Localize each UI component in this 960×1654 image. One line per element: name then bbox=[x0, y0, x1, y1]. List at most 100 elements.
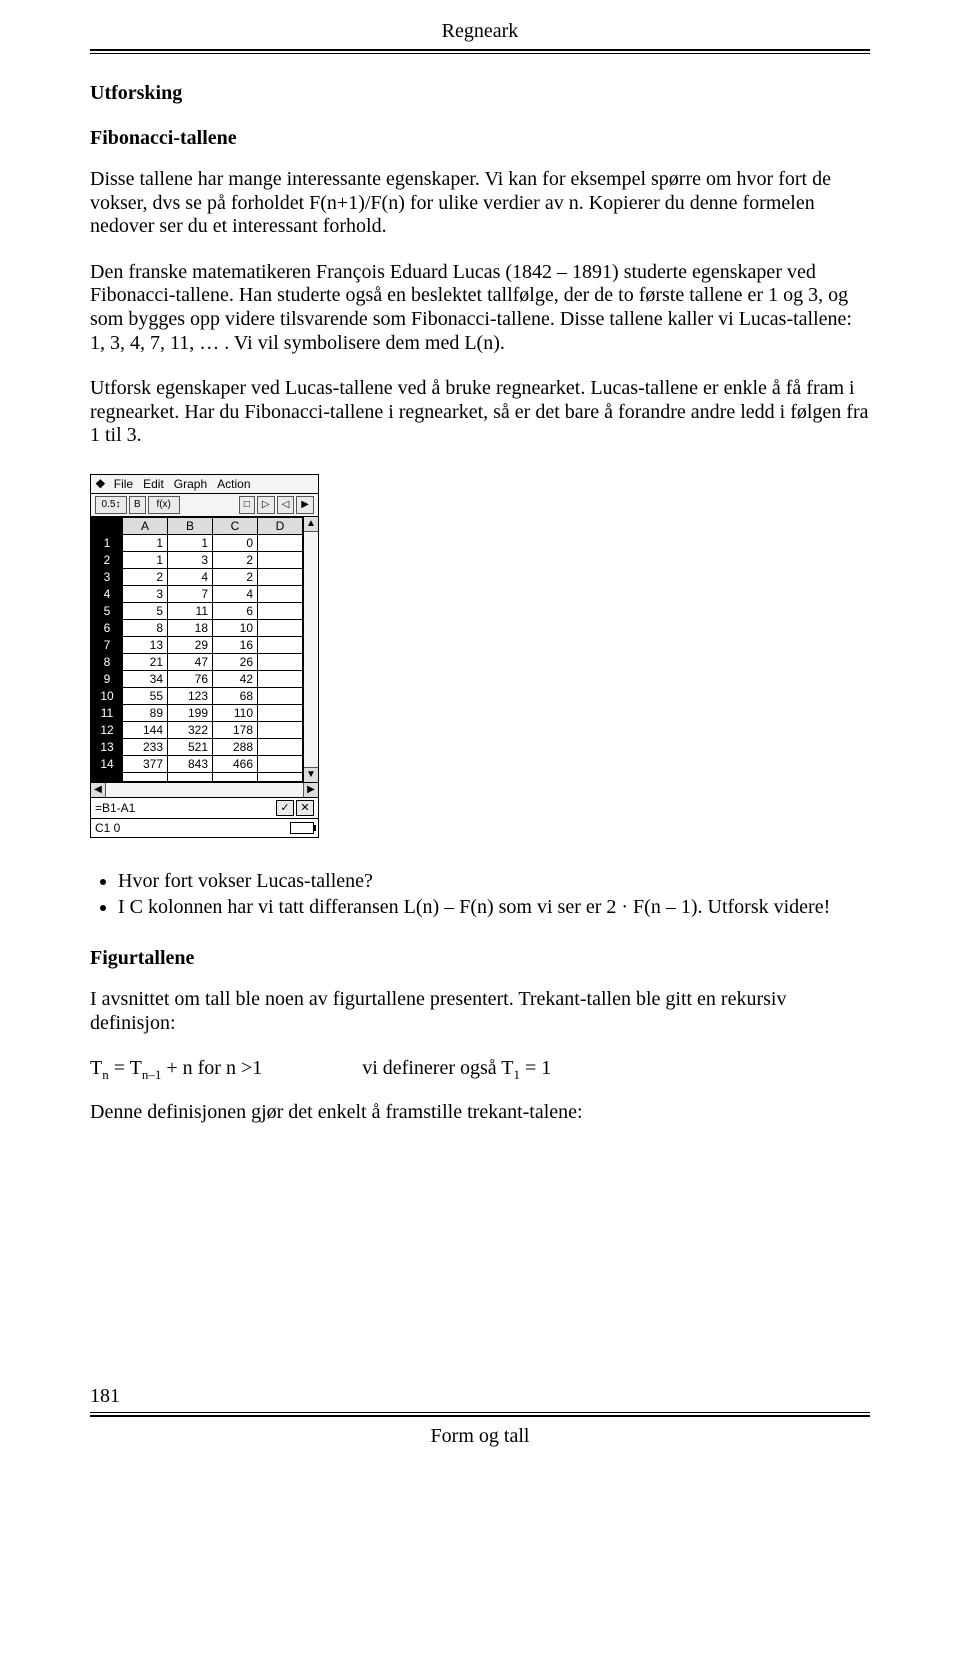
cell[interactable] bbox=[258, 551, 303, 568]
cell[interactable]: 199 bbox=[168, 704, 213, 721]
cell[interactable]: 843 bbox=[168, 755, 213, 772]
toolbar-btn-a[interactable]: □ bbox=[239, 496, 255, 514]
cell[interactable] bbox=[258, 619, 303, 636]
cell[interactable]: 11 bbox=[168, 602, 213, 619]
cell[interactable] bbox=[258, 585, 303, 602]
cell[interactable]: 7 bbox=[168, 585, 213, 602]
row-header[interactable]: 13 bbox=[92, 738, 123, 755]
cell[interactable] bbox=[258, 602, 303, 619]
cell[interactable]: 288 bbox=[213, 738, 258, 755]
cell[interactable]: 21 bbox=[123, 653, 168, 670]
cell[interactable]: 68 bbox=[213, 687, 258, 704]
cell[interactable] bbox=[213, 772, 258, 781]
cell[interactable]: 55 bbox=[123, 687, 168, 704]
menu-edit[interactable]: Edit bbox=[141, 477, 166, 491]
toolbar-fx-button[interactable]: f(x) bbox=[148, 496, 180, 514]
row-header[interactable]: 11 bbox=[92, 704, 123, 721]
row-header[interactable]: 9 bbox=[92, 670, 123, 687]
cell[interactable]: 5 bbox=[123, 602, 168, 619]
cell[interactable]: 110 bbox=[213, 704, 258, 721]
cell[interactable]: 2 bbox=[213, 568, 258, 585]
cell[interactable]: 0 bbox=[213, 534, 258, 551]
col-a-header[interactable]: A bbox=[123, 517, 168, 534]
spreadsheet-grid[interactable]: A B C D 1110 2132 3242 4374 55116 681810… bbox=[91, 517, 303, 782]
toolbar-play-button[interactable]: ▶ bbox=[296, 496, 314, 514]
scroll-up-icon[interactable]: ▲ bbox=[304, 517, 318, 532]
row-header[interactable]: 5 bbox=[92, 602, 123, 619]
toolbar-bold-button[interactable]: B bbox=[129, 496, 146, 514]
toolbar-btn-b[interactable]: ▷ bbox=[257, 496, 275, 514]
cell[interactable]: 6 bbox=[213, 602, 258, 619]
cell[interactable]: 466 bbox=[213, 755, 258, 772]
cell[interactable] bbox=[258, 704, 303, 721]
cell[interactable] bbox=[258, 670, 303, 687]
row-header[interactable]: 8 bbox=[92, 653, 123, 670]
cell[interactable]: 4 bbox=[213, 585, 258, 602]
col-d-header[interactable]: D bbox=[258, 517, 303, 534]
cell[interactable]: 521 bbox=[168, 738, 213, 755]
cell[interactable]: 1 bbox=[123, 551, 168, 568]
row-header[interactable] bbox=[92, 772, 123, 781]
toolbar-btn-c[interactable]: ◁ bbox=[277, 496, 295, 514]
cell[interactable]: 3 bbox=[123, 585, 168, 602]
row-header[interactable]: 3 bbox=[92, 568, 123, 585]
row-header[interactable]: 6 bbox=[92, 619, 123, 636]
cell[interactable]: 144 bbox=[123, 721, 168, 738]
cell[interactable]: 2 bbox=[213, 551, 258, 568]
cell[interactable]: 178 bbox=[213, 721, 258, 738]
cell[interactable]: 2 bbox=[123, 568, 168, 585]
menu-file[interactable]: File bbox=[112, 477, 135, 491]
row-header[interactable]: 1 bbox=[92, 534, 123, 551]
cell[interactable]: 10 bbox=[213, 619, 258, 636]
cell[interactable] bbox=[258, 636, 303, 653]
cell[interactable]: 42 bbox=[213, 670, 258, 687]
cell[interactable] bbox=[123, 772, 168, 781]
horizontal-scrollbar[interactable]: ◀ ▶ bbox=[91, 782, 318, 797]
cell[interactable] bbox=[168, 772, 213, 781]
formula-confirm-icon[interactable]: ✓ bbox=[276, 800, 294, 816]
scroll-left-icon[interactable]: ◀ bbox=[91, 783, 106, 797]
cell[interactable] bbox=[258, 653, 303, 670]
scroll-right-icon[interactable]: ▶ bbox=[303, 783, 318, 797]
cell[interactable]: 233 bbox=[123, 738, 168, 755]
row-header[interactable]: 2 bbox=[92, 551, 123, 568]
cell[interactable] bbox=[258, 534, 303, 551]
cell[interactable]: 18 bbox=[168, 619, 213, 636]
cell[interactable]: 123 bbox=[168, 687, 213, 704]
scroll-down-icon[interactable]: ▼ bbox=[304, 767, 318, 782]
menu-action[interactable]: Action bbox=[215, 477, 252, 491]
cell[interactable]: 322 bbox=[168, 721, 213, 738]
row-header[interactable]: 14 bbox=[92, 755, 123, 772]
scroll-track[interactable] bbox=[106, 783, 303, 797]
row-header[interactable]: 10 bbox=[92, 687, 123, 704]
cell[interactable]: 3 bbox=[168, 551, 213, 568]
row-header[interactable]: 4 bbox=[92, 585, 123, 602]
col-c-header[interactable]: C bbox=[213, 517, 258, 534]
formula-text[interactable]: =B1-A1 bbox=[95, 801, 274, 815]
cell[interactable]: 377 bbox=[123, 755, 168, 772]
col-b-header[interactable]: B bbox=[168, 517, 213, 534]
cell[interactable]: 89 bbox=[123, 704, 168, 721]
cell[interactable] bbox=[258, 687, 303, 704]
formula-cancel-icon[interactable]: ✕ bbox=[296, 800, 314, 816]
row-header[interactable]: 7 bbox=[92, 636, 123, 653]
vertical-scrollbar[interactable]: ▲ ▼ bbox=[303, 517, 318, 782]
cell[interactable] bbox=[258, 755, 303, 772]
cell[interactable]: 1 bbox=[123, 534, 168, 551]
cell[interactable] bbox=[258, 568, 303, 585]
cell[interactable] bbox=[258, 772, 303, 781]
cell[interactable]: 8 bbox=[123, 619, 168, 636]
cell[interactable] bbox=[258, 738, 303, 755]
row-header[interactable]: 12 bbox=[92, 721, 123, 738]
cell[interactable]: 29 bbox=[168, 636, 213, 653]
cell[interactable]: 26 bbox=[213, 653, 258, 670]
toolbar-format-button[interactable]: 0.5↕ bbox=[95, 496, 127, 514]
cell[interactable]: 1 bbox=[168, 534, 213, 551]
cell[interactable]: 76 bbox=[168, 670, 213, 687]
cell[interactable]: 4 bbox=[168, 568, 213, 585]
scroll-track[interactable] bbox=[304, 532, 318, 767]
cell[interactable]: 34 bbox=[123, 670, 168, 687]
cell[interactable]: 47 bbox=[168, 653, 213, 670]
cell[interactable]: 16 bbox=[213, 636, 258, 653]
menu-graph[interactable]: Graph bbox=[172, 477, 209, 491]
